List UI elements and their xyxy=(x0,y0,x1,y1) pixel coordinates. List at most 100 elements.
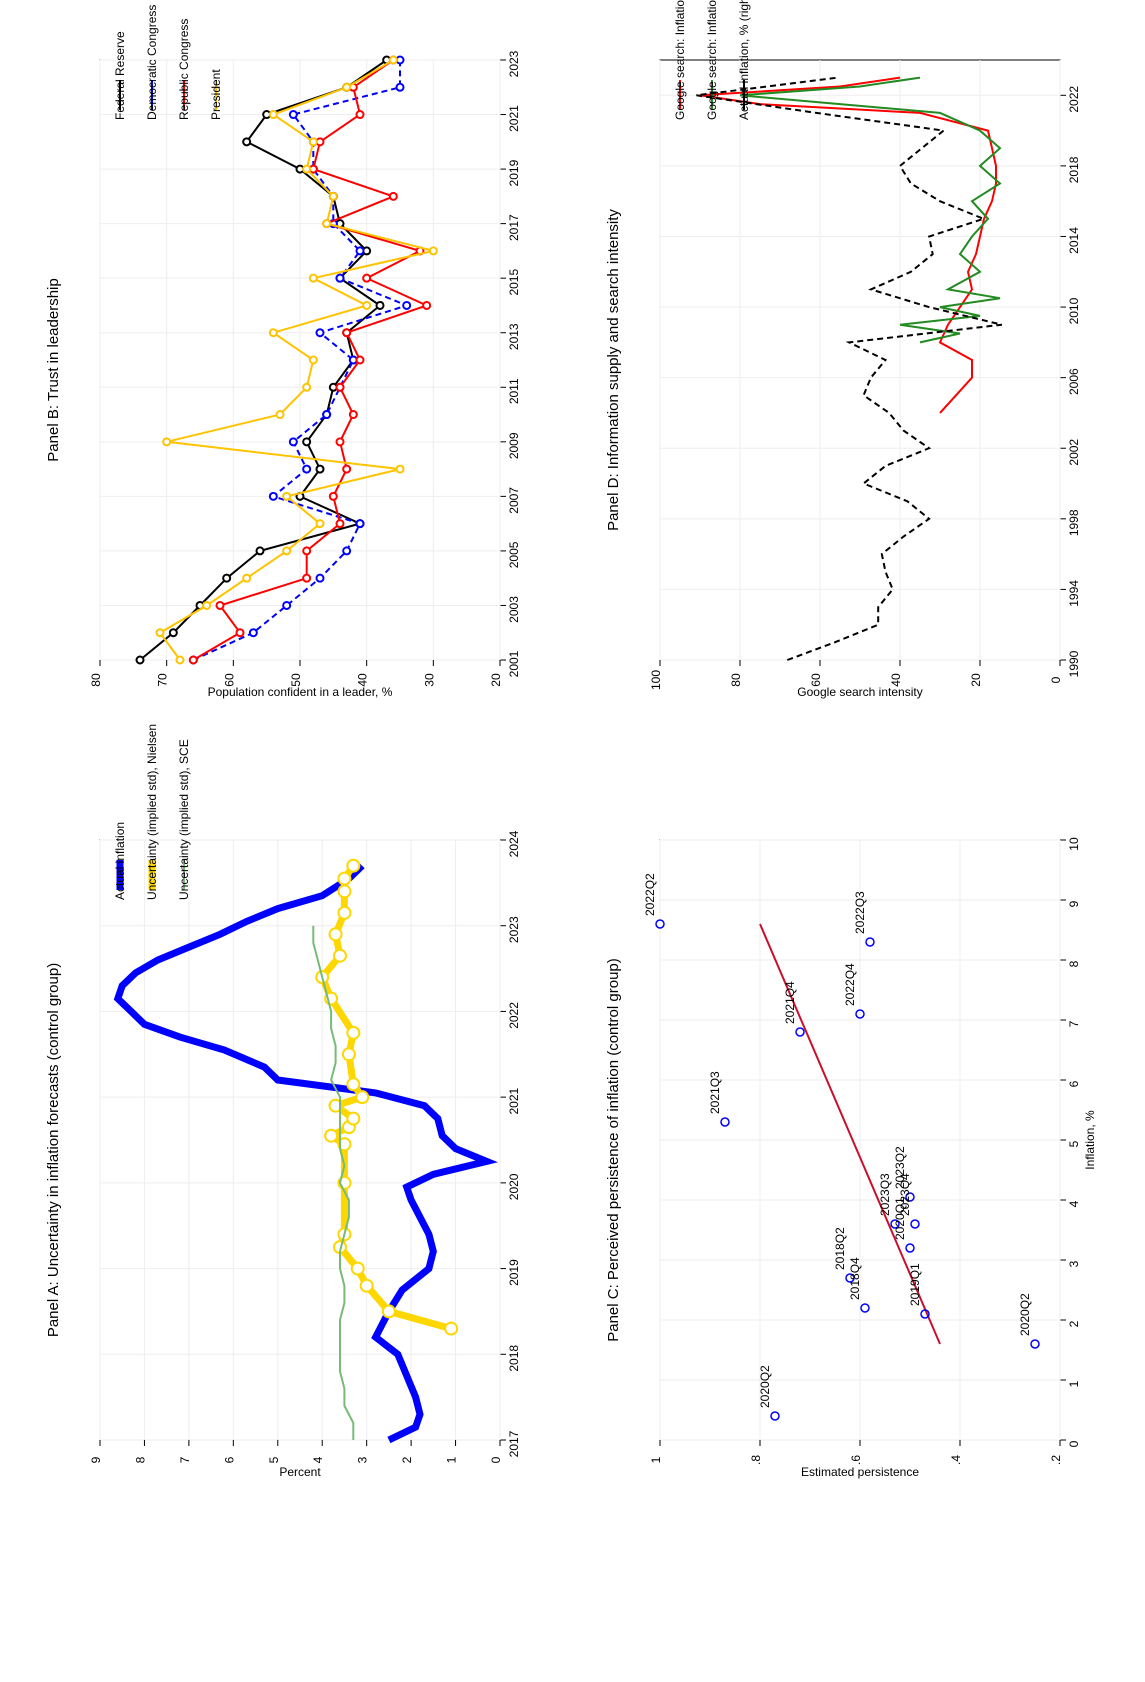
y-tick-label: 6 xyxy=(222,1456,236,1463)
y-tick-label: 0 xyxy=(1049,676,1063,683)
scatter-point xyxy=(905,1243,915,1253)
legend-label: Actual inflation, % (right axis) xyxy=(737,0,751,120)
y-tick-label: 100 xyxy=(649,670,663,690)
y-tick-label: 8 xyxy=(133,1456,147,1463)
legend-label: Uncertainty (implied std), SCE xyxy=(177,739,191,900)
x-tick-label: 2022 xyxy=(507,1002,521,1029)
x-tick-label: 2011 xyxy=(507,378,521,404)
series-marker xyxy=(350,1261,365,1276)
x-tick-label: 2021 xyxy=(507,1087,521,1114)
series-marker xyxy=(335,437,345,447)
x-tick-label: 1998 xyxy=(1067,509,1081,536)
x-tick-label: 6 xyxy=(1067,1080,1081,1087)
y-tick-label: 9 xyxy=(89,1456,103,1463)
series-marker xyxy=(341,1047,356,1062)
x-tick-label: 2002 xyxy=(1067,439,1081,466)
series-marker xyxy=(235,628,245,638)
scatter-point xyxy=(655,919,665,929)
x-tick-label: 8 xyxy=(1067,960,1081,967)
series-marker xyxy=(242,573,252,583)
series-marker xyxy=(168,628,178,638)
legend-label: President xyxy=(209,69,223,120)
x-tick-label: 9 xyxy=(1067,900,1081,907)
legend-label: Google search: Inflation xyxy=(673,0,687,120)
series-marker xyxy=(335,382,345,392)
series-marker xyxy=(188,655,198,665)
x-axis-label: Inflation, % xyxy=(1083,1110,1097,1170)
series-marker xyxy=(302,437,312,447)
y-tick-label: 30 xyxy=(422,673,436,687)
series-marker xyxy=(282,600,292,610)
series-marker xyxy=(202,600,212,610)
x-tick-label: 2021 xyxy=(507,105,521,132)
series-marker xyxy=(337,1137,352,1152)
series-marker xyxy=(355,519,365,529)
point-label: 2022Q4 xyxy=(843,963,857,1006)
series-marker xyxy=(302,464,312,474)
series-marker xyxy=(308,137,318,147)
point-label: 2020Q1 xyxy=(893,1197,907,1240)
x-tick-label: 2022 xyxy=(1067,86,1081,113)
series-marker xyxy=(282,546,292,556)
series-marker xyxy=(155,628,165,638)
series-marker xyxy=(255,546,265,556)
series-marker xyxy=(355,246,365,256)
series-marker xyxy=(428,246,438,256)
series-marker xyxy=(315,464,325,474)
scatter-point xyxy=(920,1309,930,1319)
y-tick-label: 1 xyxy=(649,1456,663,1463)
point-label: 2023Q4 xyxy=(898,1173,912,1216)
series-marker xyxy=(346,1077,361,1092)
y-tick-label: 5 xyxy=(267,1456,281,1463)
point-label: 2022Q3 xyxy=(853,891,867,934)
y-tick-label: 50 xyxy=(289,673,303,687)
series-marker xyxy=(308,273,318,283)
series-marker xyxy=(346,858,361,873)
y-tick-label: 20 xyxy=(489,673,503,687)
point-label: 2022Q2 xyxy=(643,873,657,916)
x-tick-label: 2010 xyxy=(1067,297,1081,324)
series-marker xyxy=(328,491,338,501)
series-marker xyxy=(346,1111,361,1126)
y-tick-label: 70 xyxy=(156,673,170,687)
legend-label: Democratic Congress xyxy=(145,5,159,120)
y-tick-label: .4 xyxy=(949,1455,963,1465)
y-axis-label: Population confident in a leader, % xyxy=(208,685,393,699)
y-axis-label: Google search intensity xyxy=(797,685,922,699)
x-tick-label: 2018 xyxy=(507,1345,521,1372)
series-marker xyxy=(337,884,352,899)
x-tick-label: 2013 xyxy=(507,323,521,350)
series-marker xyxy=(342,464,352,474)
legend-label: Uncertainty (implied std), Nielsen xyxy=(145,724,159,900)
series-line xyxy=(113,863,499,1444)
panel-title: Panel B: Trust in leadership xyxy=(45,278,62,461)
y-tick-label: 1 xyxy=(445,1456,459,1463)
series-marker xyxy=(388,191,398,201)
x-tick-label: 2023 xyxy=(507,50,521,77)
y-tick-label: 0 xyxy=(489,1456,503,1463)
x-tick-label: 2014 xyxy=(1067,227,1081,254)
series-marker xyxy=(342,546,352,556)
point-label: 2021Q4 xyxy=(783,981,797,1024)
point-label: 2023Q3 xyxy=(878,1173,892,1216)
fit-line xyxy=(759,923,941,1345)
series-marker xyxy=(422,300,432,310)
series-marker xyxy=(444,1321,459,1336)
x-tick-label: 2009 xyxy=(507,432,521,459)
x-tick-label: 2019 xyxy=(507,1259,521,1286)
y-tick-label: 7 xyxy=(178,1456,192,1463)
y-axis-label: Percent xyxy=(279,1465,321,1479)
series-marker xyxy=(355,1090,370,1105)
y-tick-label: 80 xyxy=(729,673,743,687)
y-tick-label: .8 xyxy=(749,1455,763,1465)
x-tick-label: 4 xyxy=(1067,1200,1081,1207)
series-marker xyxy=(315,573,325,583)
point-label: 2021Q3 xyxy=(708,1071,722,1114)
series-marker xyxy=(337,871,352,886)
point-label: 2020Q2 xyxy=(758,1365,772,1408)
x-tick-label: 2007 xyxy=(507,487,521,514)
series-line xyxy=(699,76,997,414)
series-marker xyxy=(395,464,405,474)
y-tick-label: 2 xyxy=(400,1456,414,1463)
y-tick-label: 80 xyxy=(89,673,103,687)
